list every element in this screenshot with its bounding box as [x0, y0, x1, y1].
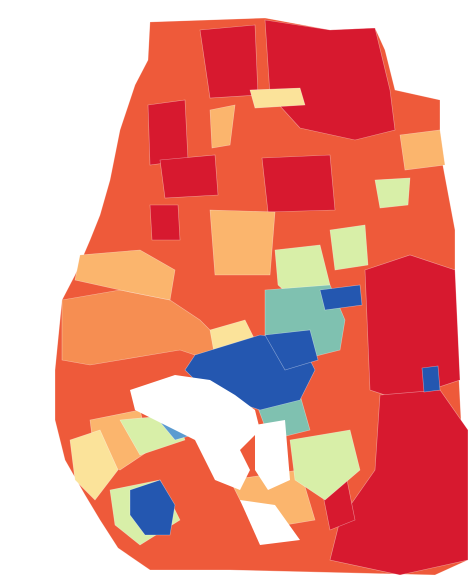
peninsula-yellow [69, 429, 119, 501]
east-block [364, 254, 461, 401]
central-orange-block [209, 209, 276, 276]
mid-west-block [159, 154, 219, 199]
region-light-orange-west [74, 249, 176, 301]
peninsula-blue [129, 479, 176, 536]
southern-green [289, 429, 361, 501]
tampa-blue-north [264, 329, 319, 371]
east-orange-block [399, 129, 446, 171]
north-west-block [147, 99, 189, 166]
south-inlet [240, 500, 300, 545]
tampa-bay-water [130, 375, 260, 490]
center-block [261, 154, 336, 213]
south-east-block [329, 389, 469, 576]
tampa-blue-east [319, 284, 363, 311]
north-green-patch [374, 177, 411, 209]
small-orange-north [209, 104, 236, 149]
bay-inlet [255, 420, 290, 490]
west-inland-block [149, 204, 181, 241]
north-central-block [199, 24, 259, 99]
blue-small-east [421, 365, 441, 393]
east-green-block [329, 224, 369, 271]
yellow-north [249, 87, 306, 109]
